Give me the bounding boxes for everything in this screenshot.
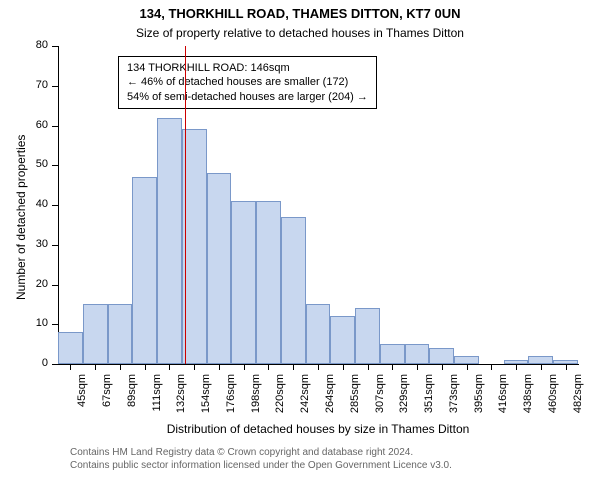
- histogram-bar: [429, 348, 454, 364]
- x-tick: [194, 364, 195, 370]
- y-tick: [52, 205, 58, 206]
- histogram-bar: [330, 316, 355, 364]
- x-tick: [417, 364, 418, 370]
- reference-line: [185, 46, 186, 364]
- histogram-bar: [528, 356, 553, 364]
- x-tick-label: 416sqm: [497, 374, 509, 424]
- y-tick: [52, 245, 58, 246]
- y-tick-label: 30: [22, 238, 48, 250]
- y-tick: [52, 46, 58, 47]
- x-tick-label: 67sqm: [101, 374, 113, 424]
- x-tick-label: 395sqm: [473, 374, 485, 424]
- y-tick-label: 0: [22, 357, 48, 369]
- x-tick-label: 132sqm: [175, 374, 187, 424]
- annotation-line: 134 THORKHILL ROAD: 146sqm: [127, 61, 368, 75]
- x-tick: [120, 364, 121, 370]
- x-tick: [318, 364, 319, 370]
- x-tick-label: 373sqm: [448, 374, 460, 424]
- x-tick: [293, 364, 294, 370]
- x-tick: [343, 364, 344, 370]
- histogram-bar: [58, 332, 83, 364]
- x-tick-label: 45sqm: [76, 374, 88, 424]
- x-tick-label: 351sqm: [423, 374, 435, 424]
- y-tick-label: 40: [22, 198, 48, 210]
- x-tick: [70, 364, 71, 370]
- y-tick-label: 20: [22, 278, 48, 290]
- histogram-bar: [231, 201, 256, 364]
- x-tick-label: 220sqm: [274, 374, 286, 424]
- x-tick-label: 198sqm: [250, 374, 262, 424]
- x-tick-label: 329sqm: [398, 374, 410, 424]
- histogram-bar: [306, 304, 331, 364]
- histogram-bar: [207, 173, 232, 364]
- y-tick: [52, 285, 58, 286]
- histogram-bar: [83, 304, 108, 364]
- y-tick: [52, 364, 58, 365]
- x-tick: [368, 364, 369, 370]
- x-tick-label: 264sqm: [324, 374, 336, 424]
- x-tick: [169, 364, 170, 370]
- x-tick-label: 176sqm: [225, 374, 237, 424]
- x-tick: [541, 364, 542, 370]
- histogram-bar: [256, 201, 281, 364]
- histogram-bar: [405, 344, 430, 364]
- y-tick: [52, 126, 58, 127]
- histogram-bar: [157, 118, 182, 364]
- y-tick-label: 60: [22, 119, 48, 131]
- annotation-line: ← 46% of detached houses are smaller (17…: [127, 75, 368, 89]
- y-tick: [52, 86, 58, 87]
- x-tick-label: 89sqm: [126, 374, 138, 424]
- x-tick: [516, 364, 517, 370]
- x-tick: [145, 364, 146, 370]
- x-tick: [566, 364, 567, 370]
- attribution-text: Contains HM Land Registry data © Crown c…: [70, 446, 452, 472]
- y-tick-label: 80: [22, 39, 48, 51]
- y-tick: [52, 324, 58, 325]
- x-tick-label: 154sqm: [200, 374, 212, 424]
- y-tick-label: 70: [22, 79, 48, 91]
- x-tick-label: 242sqm: [299, 374, 311, 424]
- x-tick: [392, 364, 393, 370]
- histogram-bar: [355, 308, 380, 364]
- chart-subtitle: Size of property relative to detached ho…: [0, 26, 600, 40]
- x-tick-label: 438sqm: [522, 374, 534, 424]
- histogram-bar: [281, 217, 306, 364]
- annotation-line: 54% of semi-detached houses are larger (…: [127, 90, 368, 104]
- x-tick: [491, 364, 492, 370]
- y-tick-label: 10: [22, 317, 48, 329]
- histogram-bar: [380, 344, 405, 364]
- x-tick: [467, 364, 468, 370]
- chart-title: 134, THORKHILL ROAD, THAMES DITTON, KT7 …: [0, 6, 600, 21]
- attribution-line: Contains HM Land Registry data © Crown c…: [70, 446, 452, 459]
- x-tick-label: 285sqm: [349, 374, 361, 424]
- x-tick-label: 460sqm: [547, 374, 559, 424]
- histogram-bar: [108, 304, 133, 364]
- x-tick: [244, 364, 245, 370]
- x-tick: [219, 364, 220, 370]
- x-tick: [442, 364, 443, 370]
- x-tick: [268, 364, 269, 370]
- x-tick-label: 482sqm: [572, 374, 584, 424]
- y-tick-label: 50: [22, 158, 48, 170]
- histogram-bar: [454, 356, 479, 364]
- x-tick-label: 111sqm: [151, 374, 163, 424]
- x-tick: [95, 364, 96, 370]
- annotation-box: 134 THORKHILL ROAD: 146sqm ← 46% of deta…: [118, 56, 377, 109]
- y-tick: [52, 165, 58, 166]
- histogram-bar: [132, 177, 157, 364]
- x-axis-label: Distribution of detached houses by size …: [58, 422, 578, 436]
- attribution-line: Contains public sector information licen…: [70, 459, 452, 472]
- x-tick-label: 307sqm: [374, 374, 386, 424]
